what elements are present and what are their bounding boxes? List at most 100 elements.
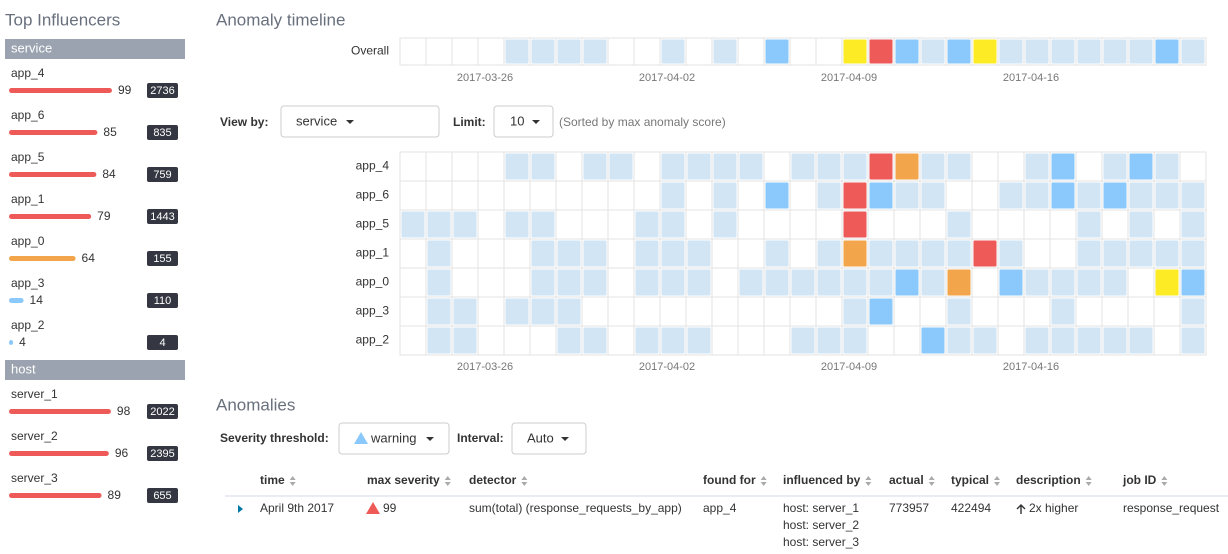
cell[interactable] xyxy=(1103,182,1127,209)
cell[interactable] xyxy=(1051,269,1075,296)
cell[interactable] xyxy=(427,327,451,354)
influencer-label[interactable]: app_5 xyxy=(11,150,45,164)
cell[interactable] xyxy=(1077,240,1101,267)
cell[interactable] xyxy=(1181,211,1205,238)
cell[interactable] xyxy=(1025,269,1049,296)
cell[interactable] xyxy=(1025,327,1049,354)
cell[interactable] xyxy=(947,211,971,238)
cell[interactable] xyxy=(999,182,1023,209)
cell[interactable] xyxy=(843,153,867,180)
cell[interactable] xyxy=(1181,39,1205,64)
lane-label[interactable]: app_1 xyxy=(356,246,390,260)
cell[interactable] xyxy=(427,269,451,296)
cell[interactable] xyxy=(1155,182,1179,209)
expand-icon[interactable] xyxy=(238,505,243,513)
view-by-select[interactable] xyxy=(280,105,440,138)
cell[interactable] xyxy=(739,153,763,180)
cell[interactable] xyxy=(843,240,867,267)
cell[interactable] xyxy=(1155,39,1179,64)
cell[interactable] xyxy=(947,327,971,354)
influencer-label[interactable]: app_6 xyxy=(11,108,45,122)
cell[interactable] xyxy=(583,39,607,64)
cell[interactable] xyxy=(973,39,997,64)
cell[interactable] xyxy=(1181,269,1205,296)
cell[interactable] xyxy=(1051,182,1075,209)
cell[interactable] xyxy=(869,269,893,296)
cell[interactable] xyxy=(843,211,867,238)
cell[interactable] xyxy=(1103,327,1127,354)
cell[interactable] xyxy=(817,240,841,267)
cell[interactable] xyxy=(1155,269,1179,296)
cell[interactable] xyxy=(739,269,763,296)
cell[interactable] xyxy=(453,211,477,238)
cell[interactable] xyxy=(999,39,1023,64)
cell[interactable] xyxy=(661,240,685,267)
cell[interactable] xyxy=(687,153,711,180)
cell[interactable] xyxy=(687,327,711,354)
cell[interactable] xyxy=(505,153,529,180)
cell[interactable] xyxy=(583,327,607,354)
cell[interactable] xyxy=(1077,39,1101,64)
cell[interactable] xyxy=(557,269,581,296)
cell[interactable] xyxy=(791,269,815,296)
cell[interactable] xyxy=(973,327,997,354)
cell[interactable] xyxy=(557,298,581,325)
cell[interactable] xyxy=(1129,182,1153,209)
cell[interactable] xyxy=(895,269,919,296)
cell[interactable] xyxy=(713,153,737,180)
cell[interactable] xyxy=(843,182,867,209)
cell[interactable] xyxy=(947,240,971,267)
cell[interactable] xyxy=(869,182,893,209)
cell[interactable] xyxy=(635,240,659,267)
cell[interactable] xyxy=(661,327,685,354)
cell[interactable] xyxy=(1051,39,1075,64)
interval-select[interactable] xyxy=(511,422,587,455)
cell[interactable] xyxy=(869,153,893,180)
cell[interactable] xyxy=(531,211,555,238)
cell[interactable] xyxy=(635,211,659,238)
cell[interactable] xyxy=(921,269,945,296)
threshold-select[interactable] xyxy=(338,422,450,455)
cell[interactable] xyxy=(843,39,867,64)
cell[interactable] xyxy=(1155,240,1179,267)
cell[interactable] xyxy=(661,269,685,296)
cell[interactable] xyxy=(505,39,529,64)
cell[interactable] xyxy=(557,327,581,354)
influencer-label[interactable]: app_1 xyxy=(11,192,45,206)
cell[interactable] xyxy=(687,240,711,267)
column-header[interactable]: time xyxy=(260,473,285,487)
cell[interactable] xyxy=(427,211,451,238)
cell[interactable] xyxy=(1155,153,1179,180)
cell[interactable] xyxy=(1025,153,1049,180)
cell[interactable] xyxy=(505,211,529,238)
cell[interactable] xyxy=(453,327,477,354)
cell[interactable] xyxy=(1103,39,1127,64)
cell[interactable] xyxy=(531,39,555,64)
cell[interactable] xyxy=(869,240,893,267)
cell[interactable] xyxy=(765,240,789,267)
cell[interactable] xyxy=(713,182,737,209)
influencer-label[interactable]: app_2 xyxy=(11,318,45,332)
cell[interactable] xyxy=(427,240,451,267)
cell[interactable] xyxy=(583,240,607,267)
column-header[interactable]: detector xyxy=(469,473,517,487)
cell[interactable] xyxy=(843,298,867,325)
cell[interactable] xyxy=(921,153,945,180)
column-header[interactable]: description xyxy=(1016,473,1081,487)
cell[interactable] xyxy=(453,298,477,325)
cell[interactable] xyxy=(1025,39,1049,64)
cell[interactable] xyxy=(1129,39,1153,64)
cell[interactable] xyxy=(765,269,789,296)
cell[interactable] xyxy=(583,269,607,296)
influencer-label[interactable]: app_3 xyxy=(11,276,45,290)
cell[interactable] xyxy=(869,298,893,325)
cell[interactable] xyxy=(1129,240,1153,267)
cell[interactable] xyxy=(531,298,555,325)
lane-label[interactable]: app_5 xyxy=(356,217,390,231)
cell[interactable] xyxy=(531,240,555,267)
cell[interactable] xyxy=(947,153,971,180)
cell[interactable] xyxy=(635,327,659,354)
cell[interactable] xyxy=(791,327,815,354)
cell[interactable] xyxy=(713,39,737,64)
cell[interactable] xyxy=(817,153,841,180)
